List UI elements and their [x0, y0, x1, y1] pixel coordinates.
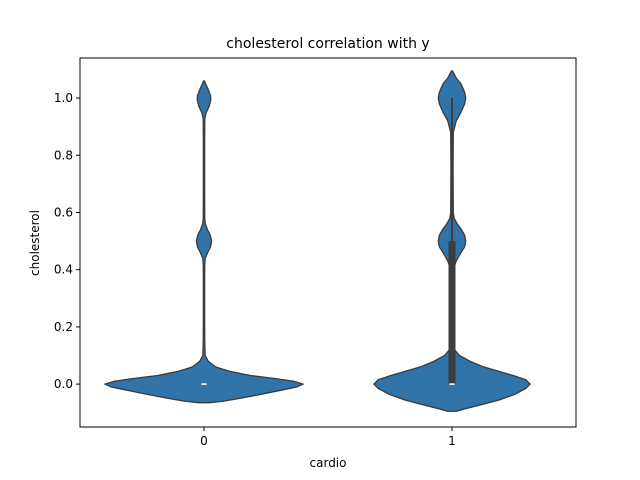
y-axis-label: cholesterol [28, 210, 42, 276]
y-tick-label: 1.0 [54, 91, 73, 105]
x-tick-label: 1 [448, 434, 456, 448]
plot-frame [79, 57, 577, 428]
y-tick-label: 0.2 [54, 320, 73, 334]
y-tick-label: 0.6 [54, 205, 73, 219]
violin-iqr-box-1 [448, 241, 456, 385]
chart-title: cholesterol correlation with y [226, 36, 429, 52]
violin-body-0 [104, 80, 304, 404]
y-tick-label: 0.0 [54, 377, 73, 391]
x-axis-label: cardio [310, 456, 347, 470]
plot-layer: 0.0 0.2 0.4 0.6 0.8 1.0 0 1 [54, 70, 531, 448]
x-tick-label: 0 [200, 434, 208, 448]
y-tick-label: 0.4 [54, 263, 73, 277]
y-tick-label: 0.8 [54, 148, 73, 162]
